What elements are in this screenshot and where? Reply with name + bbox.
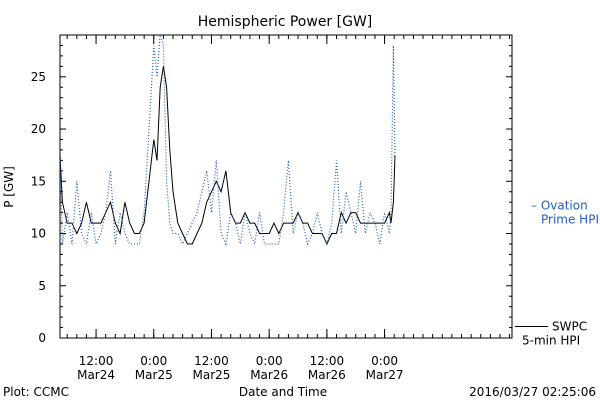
x-tick-label: 0:00: [371, 354, 398, 368]
chart-title: Hemispheric Power [GW]: [198, 14, 373, 30]
legend-ovation-label-2: Prime HPI: [541, 212, 599, 226]
y-tick-label: 15: [31, 174, 46, 188]
x-tick-label: 0:00: [140, 354, 167, 368]
plot-timestamp: 2016/03/27 02:25:06: [469, 385, 596, 399]
legend-swpc-label-2: 5-min HPI: [522, 334, 580, 348]
legend-swpc-label: SWPC: [552, 320, 587, 334]
x-tick-label: 0:00: [256, 354, 283, 368]
x-tick-label: 12:00: [79, 354, 114, 368]
y-tick-label: 25: [31, 70, 46, 84]
x-tick-label: 12:00: [310, 354, 345, 368]
legend-ovation-label: – Ovation: [531, 198, 588, 212]
plot-credit: Plot: CCMC: [3, 385, 69, 399]
x-tick-date-label: Mar26: [308, 368, 346, 382]
x-tick-date-label: Mar24: [77, 368, 115, 382]
y-tick-label: 20: [31, 122, 46, 136]
y-tick-label: 5: [38, 279, 46, 293]
y-tick-label: 0: [38, 331, 46, 345]
series-line-ovation: [59, 34, 396, 247]
x-tick-date-label: Mar26: [250, 368, 288, 382]
x-tick-date-label: Mar27: [366, 368, 404, 382]
x-tick-date-label: Mar25: [193, 368, 231, 382]
plot-area: 051015202512:00Mar240:00Mar2512:00Mar250…: [31, 34, 513, 382]
y-axis-label: P [GW]: [2, 166, 16, 208]
x-axis-label: Date and Time: [239, 385, 327, 399]
x-tick-date-label: Mar25: [135, 368, 173, 382]
series-line-swpc: [59, 66, 396, 246]
plot-frame: [59, 34, 513, 339]
y-tick-label: 10: [31, 227, 46, 241]
x-tick-label: 12:00: [194, 354, 229, 368]
